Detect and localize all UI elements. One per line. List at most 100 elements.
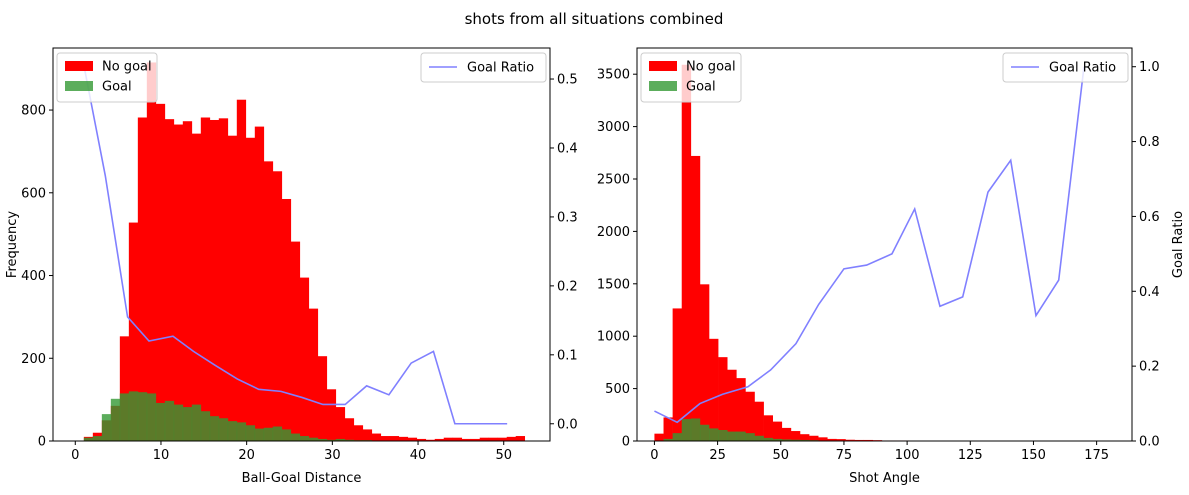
goal-bar	[272, 426, 283, 441]
no-goal-bar	[718, 357, 728, 441]
right-histogram-panel: 0 25 50 75 100 125 150 175 0 500 1000 1500 2000 2500 3…	[597, 47, 1186, 486]
x-tick-label: 40	[410, 448, 427, 463]
no-goal-bar	[164, 119, 175, 442]
goal-bar	[718, 430, 728, 441]
legend-swatch	[649, 81, 677, 91]
y-axis-label: Frequency	[5, 211, 20, 278]
goal-bar	[290, 433, 301, 441]
goal-bar	[218, 418, 229, 441]
no-goal-bar	[836, 439, 846, 441]
no-goal-bar	[290, 241, 301, 441]
goal-bar	[709, 428, 719, 441]
no-goal-bar	[827, 438, 837, 441]
line-legend: Goal Ratio	[1002, 52, 1129, 83]
no-goal-bar	[335, 407, 346, 441]
no-goal-bar	[182, 121, 193, 441]
goal-bar	[308, 437, 319, 441]
x-tick-label: 50	[773, 448, 790, 463]
goal-ratio-line	[83, 65, 508, 425]
bar-legend: No goal Goal	[56, 52, 158, 103]
no-goal-bar	[263, 161, 274, 441]
no-goal-bar	[515, 436, 526, 441]
legend-label: Goal Ratio	[467, 61, 534, 76]
no-goal-bar	[736, 378, 746, 441]
x-tick-label: 175	[1084, 448, 1109, 463]
goal-bar	[699, 424, 710, 441]
no-goal-bar	[416, 438, 427, 441]
no-goal-bar	[699, 284, 710, 441]
y2-tick-label: 0.4	[557, 141, 578, 156]
goal-bar	[763, 437, 773, 441]
x-tick-label: 100	[895, 448, 920, 463]
x-tick-label: 75	[836, 448, 853, 463]
no-goal-bar	[173, 124, 184, 441]
no-goal-bar	[690, 155, 701, 441]
goal-bar	[254, 428, 265, 441]
y-tick-label: 1500	[597, 277, 630, 292]
y2-tick-label: 0.4	[1139, 285, 1160, 300]
goal-bar	[191, 404, 202, 441]
x-tick-label: 20	[238, 448, 255, 463]
no-goal-bar	[353, 425, 364, 441]
goal-bar	[672, 433, 683, 441]
goal-bar	[317, 438, 328, 441]
legend-swatch	[649, 61, 677, 71]
y2-tick-label: 0.8	[1139, 135, 1160, 150]
y-tick-label: 0	[622, 435, 630, 450]
goal-bar	[344, 439, 355, 441]
y-tick-label: 500	[605, 382, 630, 397]
y-tick-label: 1000	[597, 330, 630, 345]
goal-bar	[209, 416, 220, 441]
no-goal-bar	[506, 436, 517, 441]
goal-bar	[772, 438, 783, 441]
y2-tick-label: 0.3	[557, 210, 578, 225]
goal-bar	[182, 407, 193, 441]
goal-bar	[790, 439, 801, 441]
no-goal-bar	[245, 137, 256, 441]
goal-bar	[173, 404, 184, 441]
x-tick-label: 25	[709, 448, 726, 463]
no-goal-bar	[425, 439, 436, 441]
x-tick-label: 30	[324, 448, 341, 463]
no-goal-bar	[236, 99, 247, 442]
no-goal-bar	[790, 431, 801, 441]
no-goal-bar	[754, 401, 764, 441]
goal-bar	[781, 439, 792, 441]
goal-bar	[164, 400, 175, 441]
no-goal-bar	[326, 389, 337, 441]
goal-bar	[83, 437, 94, 441]
goal-bar	[727, 431, 737, 441]
no-goal-bar	[461, 438, 472, 441]
y2-tick-label: 0.2	[1139, 360, 1160, 375]
goal-bar	[663, 438, 673, 441]
no-goal-bar	[128, 222, 139, 441]
no-goal-bar	[209, 119, 220, 441]
no-goal-bar	[272, 171, 283, 441]
no-goal-bar	[663, 417, 673, 441]
axes-frame	[52, 47, 551, 442]
y2-tick-label: 1.0	[1139, 60, 1160, 75]
no-goal-bar	[380, 436, 391, 441]
no-goal-bar	[371, 433, 382, 441]
no-goal-bar	[781, 427, 792, 441]
y-tick-label: 2500	[597, 173, 630, 188]
y2-tick-label: 0.2	[557, 279, 578, 294]
x-tick-label: 150	[1021, 448, 1046, 463]
no-goal-bar	[227, 135, 238, 441]
no-goal-bar	[191, 133, 202, 441]
no-goal-bar	[362, 429, 373, 441]
no-goal-bar	[772, 421, 783, 441]
no-goal-bar	[709, 338, 719, 441]
no-goal-bar	[137, 117, 148, 441]
left-histogram-panel: 0 10 20 30 40 50 0 200 400 600 800 0.0 0.1 0.2 0.3 0.4 0…	[5, 47, 578, 486]
legend-label: Goal Ratio	[1049, 61, 1116, 76]
no-goal-bar	[854, 439, 864, 441]
legend-label: No goal	[686, 60, 736, 75]
goal-bar	[335, 438, 346, 441]
no-goal-bar	[200, 117, 211, 441]
y-tick-label: 2000	[597, 225, 630, 240]
goal-bar	[236, 422, 247, 441]
goal-bars	[654, 418, 1019, 441]
x-axis-label: Ball-Goal Distance	[242, 471, 362, 486]
goal-bar	[281, 429, 292, 441]
